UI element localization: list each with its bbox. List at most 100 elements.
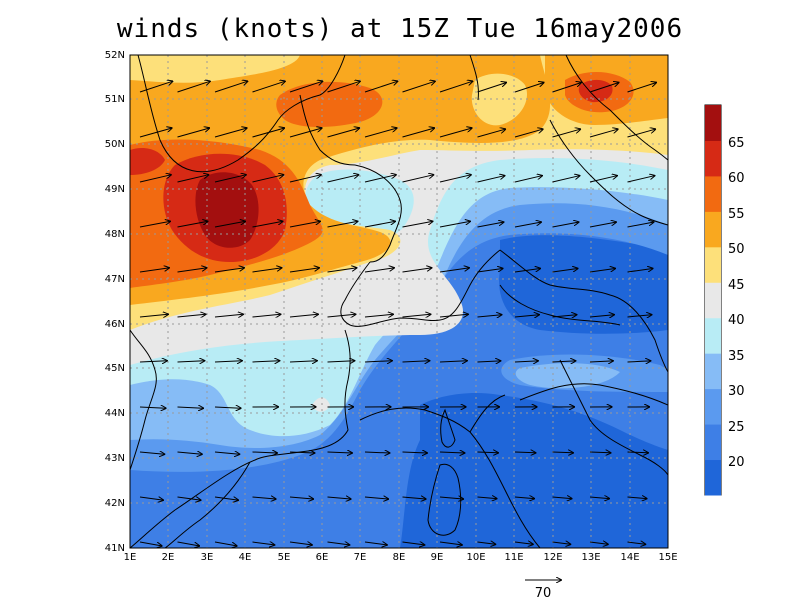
wind-vector xyxy=(589,83,619,93)
wind-vector xyxy=(289,542,312,545)
colorbar-swatch xyxy=(705,388,721,425)
wind-vector xyxy=(177,81,210,93)
wind-vector xyxy=(289,221,320,228)
wind-vector xyxy=(364,361,392,362)
wind-vector xyxy=(627,83,657,93)
wind-vector xyxy=(177,175,209,183)
wind-vector xyxy=(177,314,206,317)
wind-vector xyxy=(364,314,393,317)
wind-vector xyxy=(327,221,358,228)
wind-vector xyxy=(139,407,166,408)
wind-vector xyxy=(289,128,322,138)
colorbar-label: 20 xyxy=(728,455,745,470)
wind-vector xyxy=(439,314,468,317)
contour-45-patch xyxy=(471,73,528,126)
wind-vector xyxy=(477,83,507,93)
wind-vector xyxy=(252,361,280,362)
wind-vector xyxy=(252,175,284,183)
wind-vector xyxy=(214,175,246,183)
wind-vector xyxy=(214,497,238,500)
x-tick-label: 5E xyxy=(278,552,291,563)
wind-vector xyxy=(289,452,314,453)
wind-vector xyxy=(402,314,431,317)
y-tick-label: 41N xyxy=(105,543,125,554)
wind-vector xyxy=(439,81,472,93)
x-tick-label: 12E xyxy=(543,552,562,563)
wind-vector xyxy=(327,542,350,545)
y-tick-label: 47N xyxy=(105,274,125,285)
contour-60-east xyxy=(578,79,613,103)
wind-vector xyxy=(627,176,655,183)
wind-vector xyxy=(139,497,163,500)
wind-vector xyxy=(139,128,172,138)
wind-vector xyxy=(252,268,282,273)
wind-vector xyxy=(402,221,433,228)
wind-vector xyxy=(514,542,533,544)
wind-vector xyxy=(477,542,496,544)
wind-vector xyxy=(552,452,573,453)
y-tick-label: 48N xyxy=(105,229,125,240)
x-tick-label: 10E xyxy=(466,552,485,563)
wind-vector xyxy=(139,268,169,273)
wind-vector xyxy=(589,222,616,228)
wind-vector xyxy=(552,269,578,273)
wind-vector xyxy=(439,497,463,499)
wind-vector xyxy=(514,83,544,93)
colorbar-label: 55 xyxy=(728,207,745,222)
wind-vector xyxy=(177,221,208,228)
colorbar-swatch xyxy=(705,424,721,461)
wind-vector xyxy=(477,497,497,499)
y-tick-label: 46N xyxy=(105,319,125,330)
wind-vector xyxy=(402,81,435,93)
colorbar-swatch xyxy=(705,282,721,319)
wind-vector xyxy=(364,497,388,499)
y-tick-label: 50N xyxy=(105,139,125,150)
wind-vector xyxy=(627,222,654,228)
x-tick-label: 6E xyxy=(316,552,329,563)
x-tick-label: 4E xyxy=(239,552,252,563)
wind-vector xyxy=(439,128,472,138)
wind-vector xyxy=(214,268,244,273)
wind-vector xyxy=(289,314,318,317)
x-tick-label: 13E xyxy=(581,552,600,563)
map-title: winds (knots) at 15Z Tue 16may2006 xyxy=(116,14,684,44)
wind-vector xyxy=(402,497,426,499)
wind-vector xyxy=(364,268,394,273)
wind-vector xyxy=(439,361,467,362)
wind-vector xyxy=(327,314,356,317)
lat-lon-grid xyxy=(130,55,668,548)
x-tick-label: 8E xyxy=(393,552,406,563)
wind-vector xyxy=(177,452,202,454)
y-axis: 41N 42N 43N 44N 45N 46N 47N 48N 49N 50N … xyxy=(105,50,125,554)
wind-vector xyxy=(589,269,615,273)
x-tick-label: 11E xyxy=(504,552,523,563)
wind-vector xyxy=(177,361,205,362)
colorbar-label: 60 xyxy=(728,171,745,186)
y-tick-label: 51N xyxy=(105,94,125,105)
wind-vector xyxy=(477,222,504,228)
wind-vector xyxy=(289,361,317,362)
wind-vector xyxy=(177,497,201,500)
wind-vector xyxy=(327,497,351,499)
colorbar: 20 25 30 35 40 45 50 55 60 65 xyxy=(704,104,745,496)
wind-vector xyxy=(214,452,239,454)
wind-vector xyxy=(627,542,646,544)
x-axis: 1E 2E 3E 4E 5E 6E 7E 8E 9E 10E 11E 12E 1… xyxy=(124,552,678,563)
wind-vector xyxy=(139,221,170,228)
plot-frame xyxy=(129,54,669,549)
wind-vector xyxy=(327,81,360,93)
wind-vector xyxy=(252,497,276,499)
wind-vector xyxy=(439,452,464,453)
wind-vector xyxy=(252,221,283,228)
wind-vector xyxy=(214,541,237,546)
x-tick-label: 9E xyxy=(431,552,444,563)
wind-vector xyxy=(214,314,243,317)
wind-vector xyxy=(402,175,434,183)
wind-vector xyxy=(514,129,543,138)
wind-vector xyxy=(139,175,171,183)
colorbar-label: 45 xyxy=(728,278,745,293)
wind-vector xyxy=(139,81,172,93)
colorbar-label: 50 xyxy=(728,242,745,257)
y-tick-label: 43N xyxy=(105,453,125,464)
